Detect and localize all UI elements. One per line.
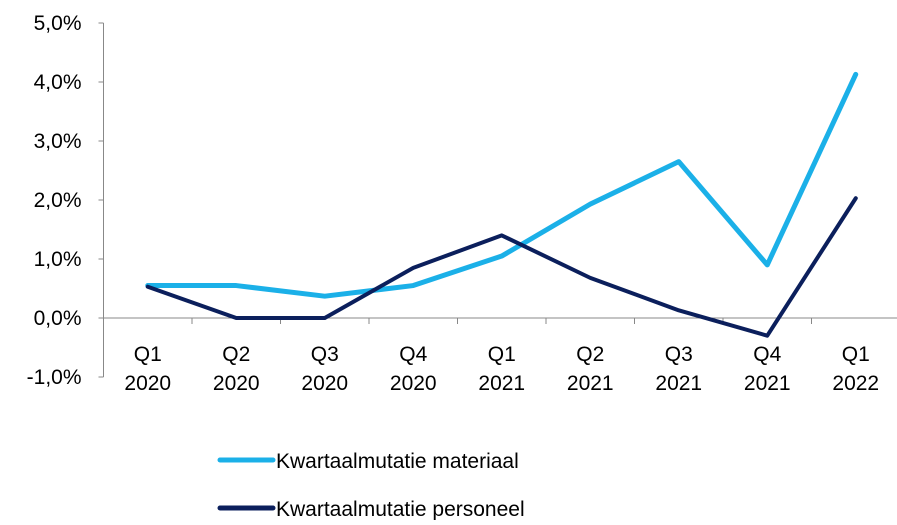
y-tick-label: 4,0% (34, 71, 82, 94)
legend-label: Kwartaalmutatie personeel (276, 498, 525, 520)
y-tick-label: 2,0% (34, 189, 82, 212)
x-tick-label-line: 2021 (655, 372, 702, 395)
y-tick-label: 3,0% (34, 130, 82, 153)
legend-label: Kwartaalmutatie materiaal (276, 450, 519, 473)
x-tick-label-line: Q1 (842, 343, 870, 366)
x-tick-label-line: 2021 (744, 372, 791, 395)
x-tick-label-line: 2021 (478, 372, 525, 395)
series-line (145, 71, 859, 299)
x-tick-label-line: Q1 (134, 343, 162, 366)
y-tick-label: 0,0% (34, 307, 82, 330)
x-tick-label: Q4 2020 (390, 343, 437, 395)
x-tick-label: Q3 2020 (301, 343, 348, 395)
x-tick-label: Q1 2022 (832, 343, 879, 395)
x-tick-label-line: Q3 (665, 343, 693, 366)
x-tick-label: Q1 2020 (124, 343, 171, 395)
x-tick-label-line: 2020 (213, 372, 260, 395)
x-tick-label-line: Q2 (576, 343, 604, 366)
y-tick-label: -1,0% (27, 366, 82, 389)
y-tick-label: 5,0% (34, 12, 82, 35)
x-tick-label: Q2 2020 (213, 343, 260, 395)
x-tick-label-line: Q4 (399, 343, 427, 366)
x-tick-label: Q2 2021 (567, 343, 614, 395)
x-tick-label-line: Q2 (222, 343, 250, 366)
x-tick-label-line: 2022 (832, 372, 879, 395)
x-tick-label: Q1 2021 (478, 343, 525, 395)
x-tick-label: Q4 2021 (744, 343, 791, 395)
x-tick-label-line: 2021 (567, 372, 614, 395)
x-tick-label-line: Q1 (488, 343, 516, 366)
x-tick-label-line: 2020 (124, 372, 171, 395)
y-tick-label: 1,0% (34, 248, 82, 271)
x-tick-label-line: 2020 (301, 372, 348, 395)
x-tick-label: Q3 2021 (655, 343, 702, 395)
x-tick-label-line: Q4 (753, 343, 781, 366)
series-line (145, 196, 858, 338)
x-tick-label-line: Q3 (311, 343, 339, 366)
x-tick-label-line: 2020 (390, 372, 437, 395)
